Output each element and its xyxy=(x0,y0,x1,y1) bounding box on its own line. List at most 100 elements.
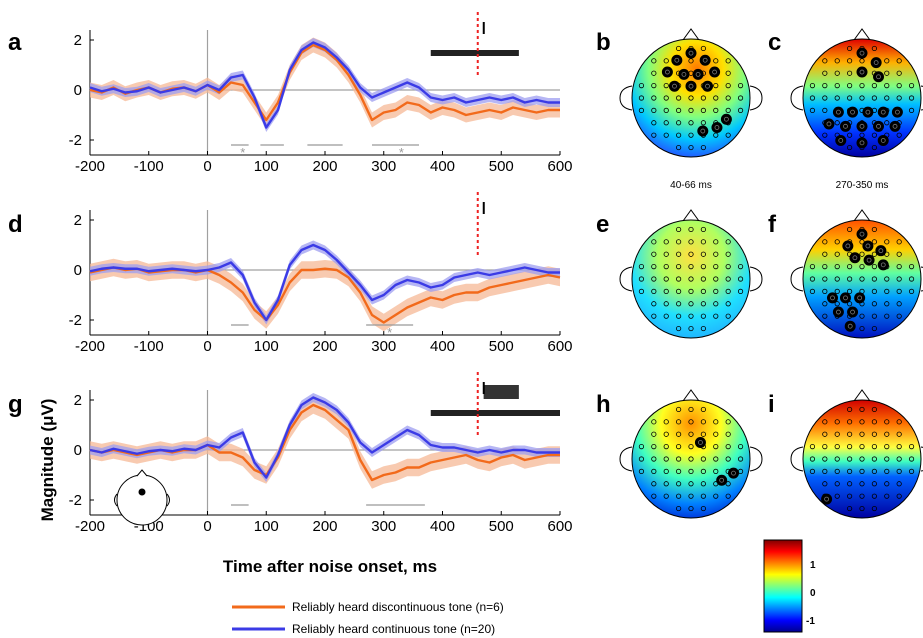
ci-band-discontinuous xyxy=(90,258,560,332)
x-tick-label: 100 xyxy=(254,518,279,535)
significant-electrode-core xyxy=(705,83,710,89)
electrode-marker xyxy=(700,493,706,499)
x-tick-label: -100 xyxy=(134,158,164,175)
significant-electrode-core xyxy=(719,477,725,483)
electrode-marker xyxy=(700,406,706,413)
electrode-marker xyxy=(859,276,865,282)
significant-electrode xyxy=(847,306,859,318)
y-axis-title: Magnitude (μV) xyxy=(38,399,57,522)
electrode-marker xyxy=(688,493,694,499)
significant-electrode-core xyxy=(857,295,863,301)
electrode-marker xyxy=(688,406,694,413)
series-line-continuous xyxy=(89,396,560,479)
y-tick-label: 2 xyxy=(74,32,82,49)
electrode-marker xyxy=(847,456,853,462)
electrode-marker xyxy=(737,264,744,270)
significant-electrode xyxy=(854,292,866,304)
electrode-marker xyxy=(834,493,840,499)
scalp-map xyxy=(631,399,751,519)
y-tick-label: -2 xyxy=(69,492,82,509)
panel-letter-h: h xyxy=(596,391,611,418)
electrode-marker xyxy=(663,493,669,499)
electrode-marker xyxy=(651,70,657,76)
electrode-marker xyxy=(700,107,706,113)
electrode-marker xyxy=(676,132,682,138)
electrode-marker xyxy=(871,301,877,307)
electrode-marker xyxy=(713,419,719,425)
topo-map-h xyxy=(619,389,763,519)
significant-electrode xyxy=(863,254,875,266)
significant-electrode-core xyxy=(672,83,677,89)
nose xyxy=(682,28,700,41)
electrode-marker xyxy=(663,431,669,437)
electrode-marker xyxy=(822,83,828,89)
electrode-marker xyxy=(884,239,890,245)
electrode-marker xyxy=(725,493,731,499)
significant-electrode-core xyxy=(878,248,884,254)
significant-electrode xyxy=(711,122,723,133)
electrode-marker xyxy=(896,70,902,76)
electrode-marker xyxy=(884,58,890,64)
electrode-marker xyxy=(737,288,744,294)
electrode-marker xyxy=(896,264,902,270)
plot-g: -200 -100 0 100 200 300 400 500 600-202 xyxy=(69,372,573,535)
electrode-marker xyxy=(847,493,853,499)
electrode-marker xyxy=(700,226,706,233)
electrode-marker xyxy=(651,493,657,499)
electrode-marker xyxy=(834,58,840,64)
electrode-marker xyxy=(884,288,890,294)
electrode-marker xyxy=(884,313,890,319)
electrode-marker xyxy=(871,505,877,512)
electrode-marker xyxy=(651,419,657,425)
electrode-marker xyxy=(651,58,657,64)
significant-electrode xyxy=(823,118,835,130)
x-tick-label: -100 xyxy=(134,338,164,355)
electrode-marker xyxy=(713,264,719,270)
electrode-marker xyxy=(847,276,853,282)
electrode-marker xyxy=(700,505,706,512)
significant-electrode-core xyxy=(688,50,694,56)
electrode-marker xyxy=(884,120,890,126)
significant-electrode xyxy=(709,66,721,78)
electrode-marker xyxy=(713,444,719,450)
significant-electrode xyxy=(832,306,844,318)
electrode-marker xyxy=(688,120,694,126)
electrode-marker xyxy=(688,276,694,282)
significant-electrode xyxy=(685,80,697,92)
electrode-marker xyxy=(822,468,828,474)
electrode-marker xyxy=(896,444,902,450)
electrode-marker xyxy=(809,83,816,89)
significant-electrode xyxy=(856,120,868,132)
electrode-marker xyxy=(651,251,657,257)
significant-electrode-core xyxy=(830,295,835,301)
electrode-marker xyxy=(884,83,890,89)
electrode-marker xyxy=(896,468,902,474)
electrode-marker xyxy=(700,144,706,151)
panel-letter-i: i xyxy=(768,391,775,418)
electrode-marker xyxy=(651,95,657,101)
electrode-marker xyxy=(871,406,877,413)
significant-electrode xyxy=(842,240,854,252)
electrode-marker xyxy=(847,70,853,76)
electrode-marker xyxy=(663,95,669,101)
electrode-marker xyxy=(651,468,657,474)
electrode-marker xyxy=(688,419,694,425)
significant-electrode-core xyxy=(865,243,871,249)
series-line-continuous xyxy=(89,243,560,322)
significant-electrode-core xyxy=(850,309,855,315)
electrode-marker xyxy=(676,468,682,474)
electrode-marker xyxy=(809,107,816,113)
electrode-marker xyxy=(834,251,840,257)
electrode-marker xyxy=(663,456,669,462)
significant-electrode-core xyxy=(724,116,729,122)
electrode-marker xyxy=(908,95,915,101)
x-tick-label: -200 xyxy=(75,158,105,175)
electrode-marker xyxy=(713,95,719,101)
topo-map-c xyxy=(790,28,923,158)
electrode-marker xyxy=(688,431,694,437)
electrode-marker xyxy=(822,431,828,437)
electrode-marker xyxy=(871,419,877,425)
significant-electrode-core xyxy=(702,57,708,63)
x-tick-label: 300 xyxy=(371,158,396,175)
panel-letter-g: g xyxy=(8,391,23,418)
